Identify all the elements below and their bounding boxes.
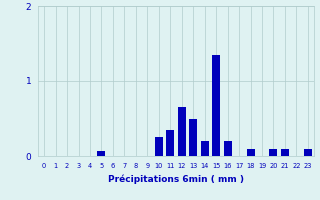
Bar: [281, 148, 289, 156]
Bar: [212, 55, 220, 156]
Bar: [98, 151, 106, 156]
Bar: [304, 148, 312, 156]
Bar: [166, 130, 174, 156]
Bar: [269, 148, 277, 156]
Bar: [246, 148, 254, 156]
Bar: [201, 141, 209, 156]
Bar: [189, 118, 197, 156]
Bar: [224, 141, 232, 156]
Bar: [155, 137, 163, 156]
Bar: [178, 107, 186, 156]
X-axis label: Précipitations 6min ( mm ): Précipitations 6min ( mm ): [108, 174, 244, 184]
